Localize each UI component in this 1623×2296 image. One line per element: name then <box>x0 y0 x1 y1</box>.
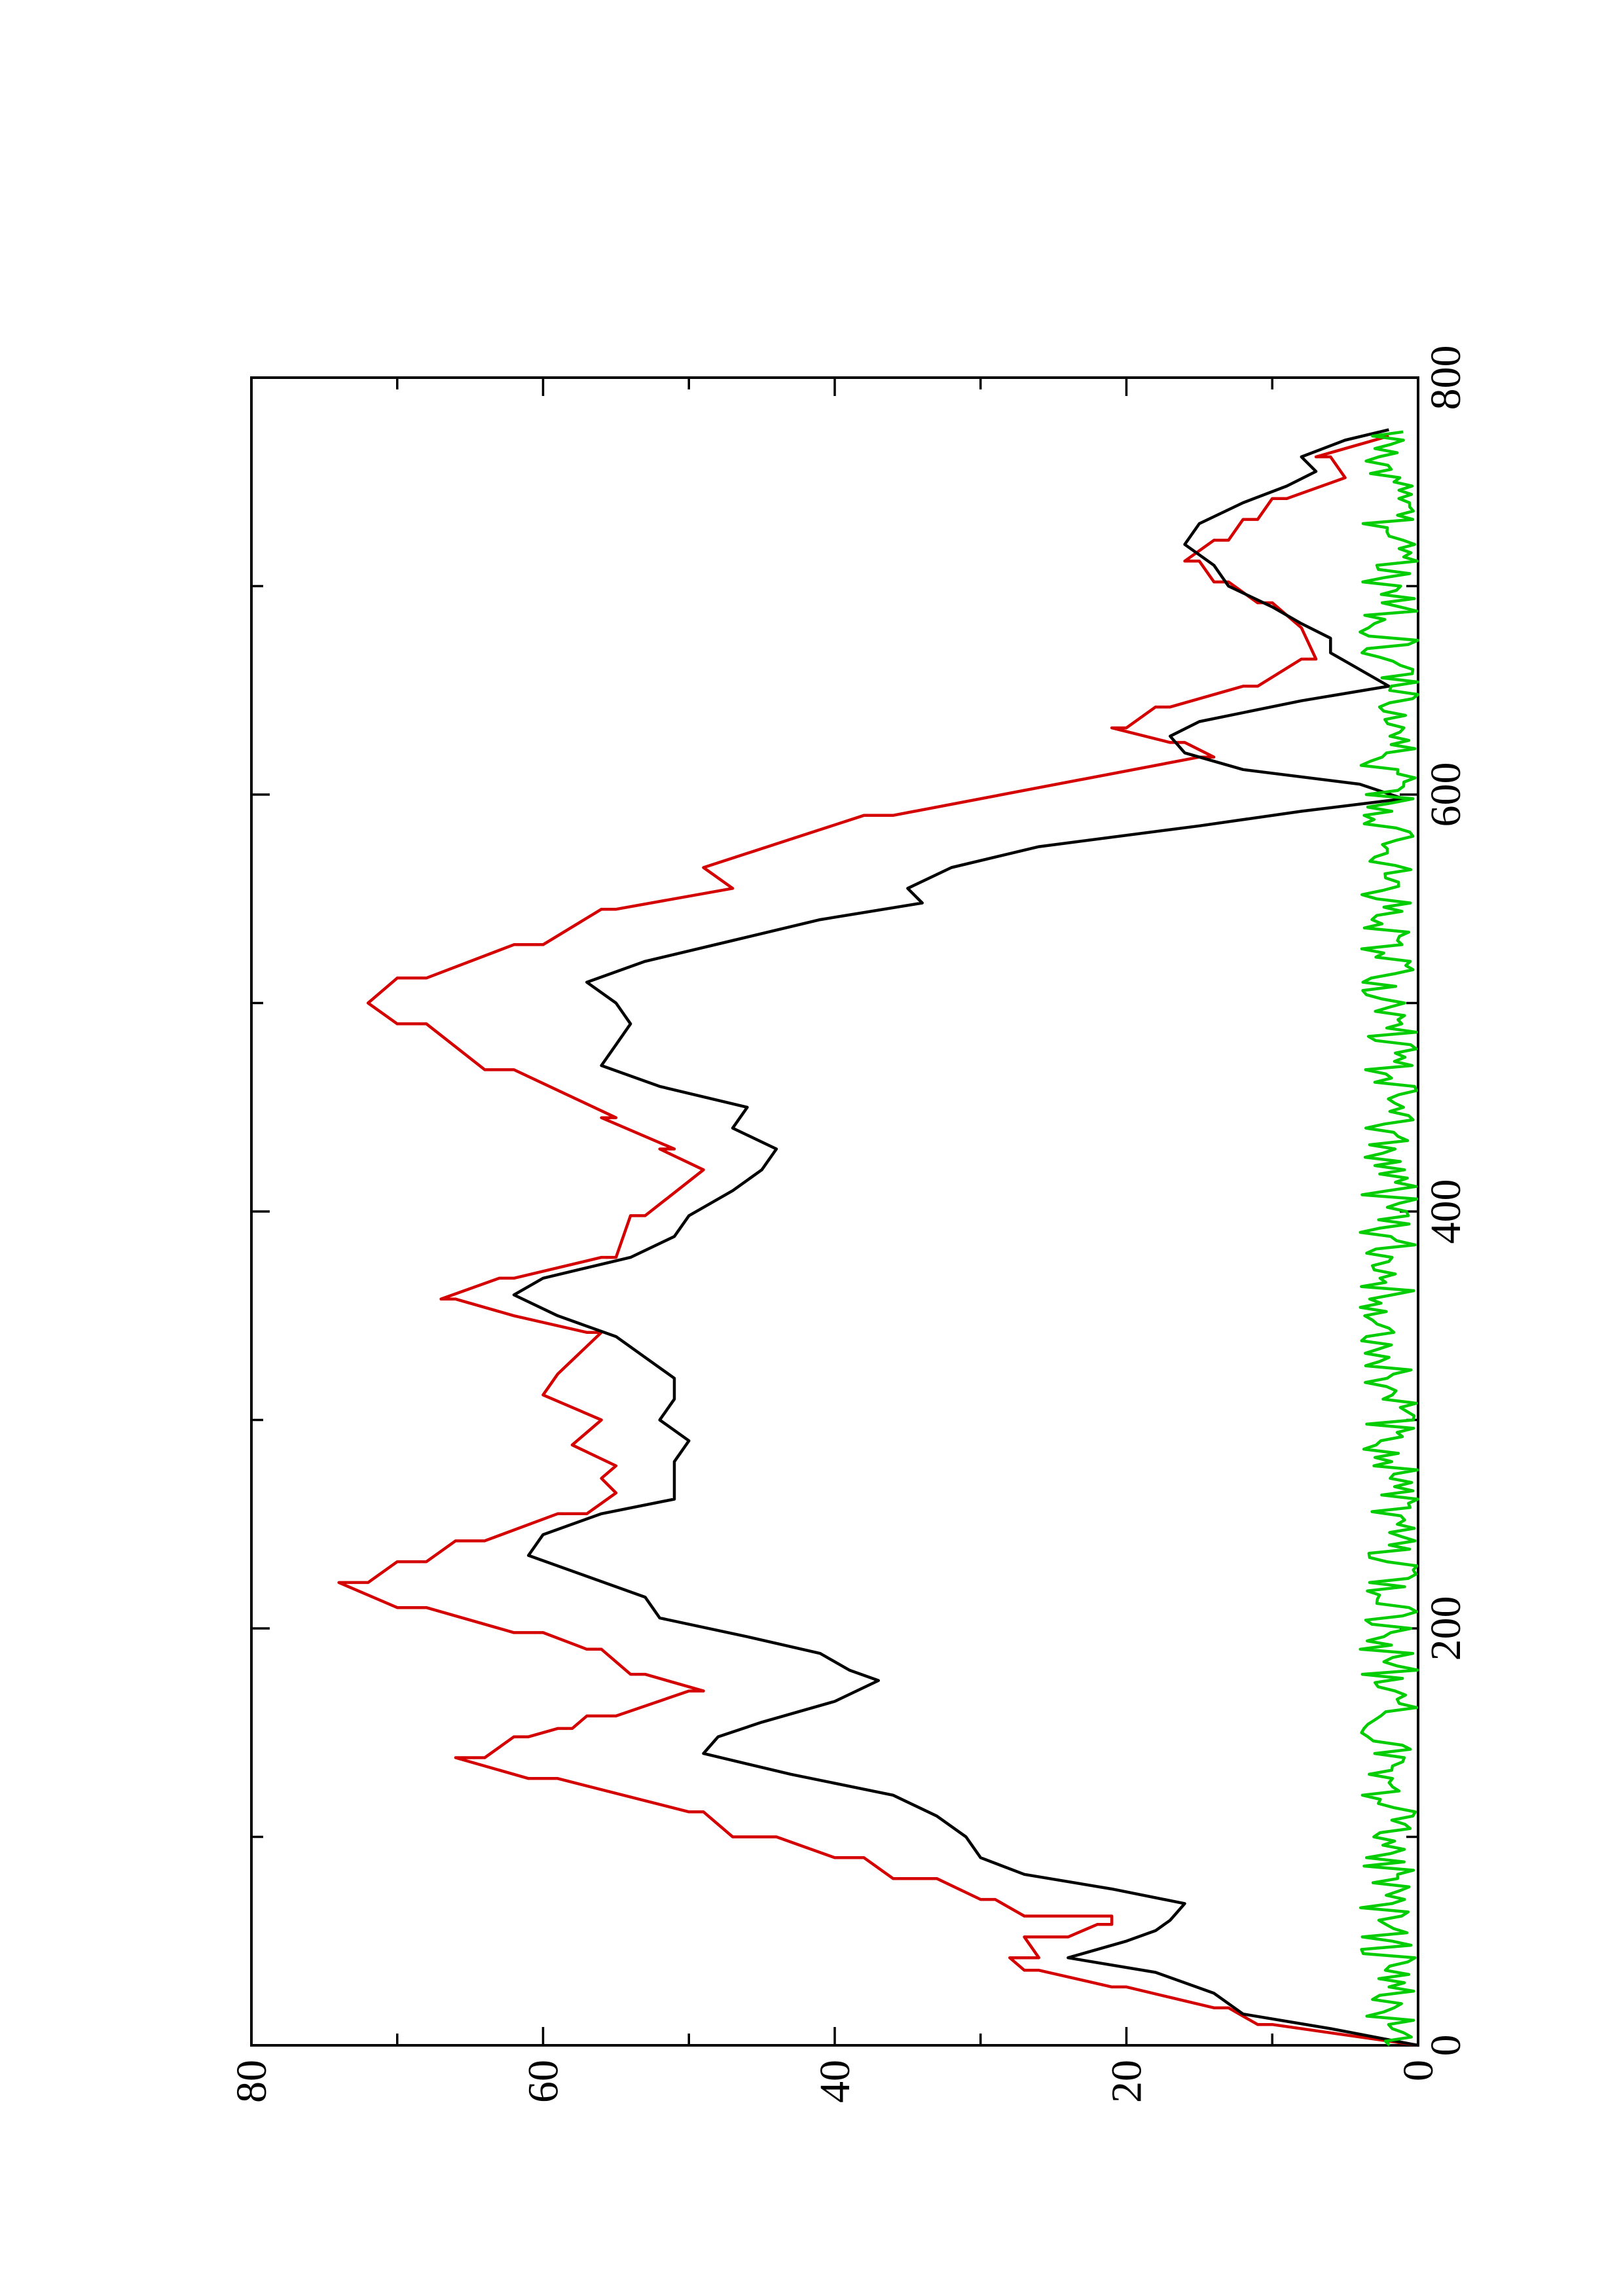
axis-ticks <box>250 376 1419 2047</box>
y-tick-label: 40 <box>811 2060 859 2103</box>
plot-frame <box>250 376 1419 2047</box>
series-layer <box>337 428 1420 2047</box>
x-tick-label: 800 <box>1422 346 1470 410</box>
y-tick-label: 0 <box>1395 2060 1442 2081</box>
x-tick-label: 0 <box>1422 2035 1470 2056</box>
y-tick-label: 60 <box>520 2060 568 2103</box>
y-tick-label: 80 <box>228 2060 276 2103</box>
axis-tick-labels: 0 200 400 600 800 0 20 40 60 80 <box>228 346 1470 2104</box>
series-line-2 <box>512 428 1419 2047</box>
y-tick-label: 20 <box>1103 2060 1151 2103</box>
x-tick-label: 400 <box>1422 1179 1470 1244</box>
x-tick-label: 200 <box>1422 1596 1470 1661</box>
series-line-1 <box>337 435 1419 2047</box>
x-tick-label: 600 <box>1422 762 1470 827</box>
series-line-3 <box>1359 430 1420 2047</box>
